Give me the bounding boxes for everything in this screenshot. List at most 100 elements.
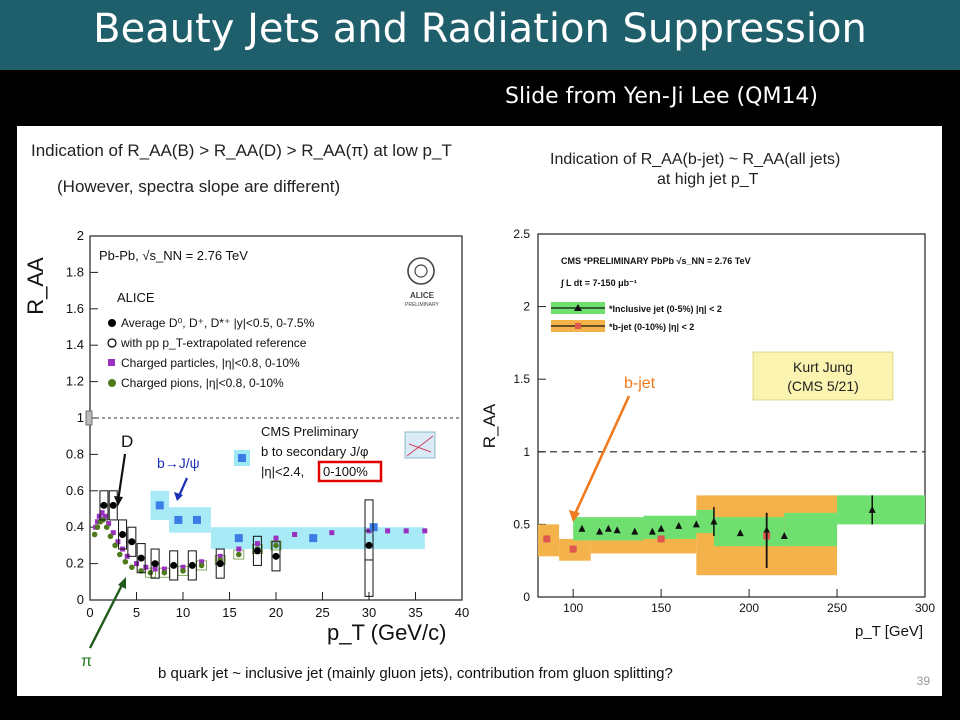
left-ytick-label: 0.2	[66, 556, 84, 571]
right-inclusive-band	[696, 509, 714, 534]
arrow-d-head	[114, 496, 123, 506]
right-inclusive-marker	[631, 527, 639, 535]
left-d-highpt-box	[364, 499, 374, 597]
left-legend-2: with pp p_T-extrapolated reference	[120, 336, 307, 350]
right-bjet-marker	[657, 535, 665, 543]
legend-marker-d-open	[107, 338, 117, 348]
left-bjpsi-marker	[192, 515, 201, 524]
left-pion-marker	[147, 569, 154, 576]
left-pion-marker	[180, 568, 186, 574]
arrow-pi	[88, 580, 126, 649]
left-heading-1: Indication of R_AA(B) > R_AA(D) > R_AA(π…	[31, 141, 452, 160]
left-system-label: Pb-Pb, √s_NN = 2.76 TeV	[99, 248, 248, 263]
figure-svg: Indication of R_AA(B) > R_AA(D) > R_AA(π…	[23, 141, 935, 682]
left-pion-marker	[107, 533, 114, 540]
left-ytick-label: 0.4	[66, 519, 84, 534]
note-line1: Kurt Jung	[793, 359, 853, 375]
left-d-marker	[216, 560, 224, 568]
left-d-syst-box	[169, 550, 179, 581]
left-pion-marker	[116, 551, 123, 558]
right-legend-1: *Inclusive jet (0-5%) |η| < 2	[609, 304, 722, 314]
left-d-syst-box	[136, 543, 146, 574]
right-legend-2: *b-jet (0-10%) |η| < 2	[609, 322, 694, 332]
left-d-marker	[365, 541, 373, 549]
left-bjpsi-marker	[234, 534, 243, 543]
left-charged-marker	[292, 531, 298, 537]
left-d-marker	[170, 561, 178, 569]
left-plot: 0 5 10 15 20 25 30 35 40 0 0.2 0.4 0.6 0.8 1 1.2 1.4 1.6 1…	[23, 228, 469, 670]
right-bands	[538, 495, 925, 576]
left-charged-marker	[99, 510, 105, 516]
left-xtick-label: 10	[176, 605, 190, 620]
left-pion-marker	[103, 524, 110, 530]
left-ytick-label: 1	[77, 410, 84, 425]
right-xtick-label: 200	[739, 601, 759, 615]
legend-marker-pion	[108, 379, 116, 387]
left-xtick-label: 30	[362, 605, 376, 620]
left-pion-marker	[236, 551, 242, 558]
left-d-syst-box	[127, 526, 137, 557]
left-ytick-label: 1.8	[66, 264, 84, 279]
right-heading-2: at high jet p_T	[657, 171, 759, 188]
right-ytick-label: 2.5	[513, 227, 530, 241]
left-d-syst-box	[252, 535, 262, 566]
right-inclusive-marker	[736, 529, 744, 537]
left-d-marker	[119, 530, 127, 538]
left-d-syst-box	[187, 550, 197, 581]
left-axes: 0 5 10 15 20 25 30 35 40 0 0.2 0.4 0.6 0.8 1 1.2 1.4 1.6 1…	[66, 228, 469, 620]
left-xtick-label: 0	[86, 605, 93, 620]
right-legend: *Inclusive jet (0-5%) |η| < 2 *b-jet (0-…	[551, 302, 722, 332]
left-d-marker	[253, 547, 261, 555]
right-heading-1: Indication of R_AA(b-jet) ~ R_AA(all jet…	[550, 151, 840, 168]
bjet-arrow	[573, 395, 631, 515]
left-bands	[145, 490, 425, 578]
left-charged-marker	[217, 553, 223, 559]
left-xtick-label: 5	[133, 605, 140, 620]
cms-box-line2: b to secondary J/φ	[261, 444, 368, 459]
arrow-b-jpsi	[177, 477, 189, 497]
right-inclusive-marker	[657, 524, 665, 532]
right-ytick-label: 0	[523, 590, 530, 604]
right-inclusive-marker	[613, 526, 621, 534]
right-xtick-label: 250	[827, 601, 847, 615]
note-box: Kurt Jung (CMS 5/21)	[752, 351, 894, 401]
left-marks	[91, 490, 428, 597]
left-pion-syst-box	[270, 540, 282, 551]
left-d-syst-box	[215, 548, 225, 579]
left-d-marker	[272, 552, 280, 560]
left-charged-marker	[161, 566, 167, 572]
left-d-syst-box	[108, 490, 118, 521]
left-d-marker	[137, 554, 145, 562]
right-inclusive-marker	[596, 527, 604, 535]
right-inclusive-marker	[675, 521, 683, 529]
left-xtick-label: 25	[315, 605, 329, 620]
left-charged-marker	[152, 566, 158, 572]
cms-box-line1: CMS Preliminary	[261, 424, 359, 439]
right-inclusive-band	[713, 517, 785, 547]
right-plot: 100 150 200 250 300 0 0.5 1 1.5 2 2.5 R_AA p_T [Ge…	[480, 227, 935, 640]
left-pion-marker	[161, 569, 168, 576]
right-ytick-label: 2	[523, 300, 530, 314]
left-ytick-label: 2	[77, 228, 84, 243]
left-ytick-label: 0	[77, 592, 84, 607]
right-xtick-label: 150	[651, 601, 671, 615]
left-bjpsi-marker	[369, 523, 378, 532]
left-legend-3: Charged particles, |η|<0.8, 0-10%	[121, 356, 300, 370]
left-charged-marker	[254, 541, 260, 547]
left-d-marker	[151, 560, 159, 568]
cms-box-highlight-frame	[317, 460, 383, 483]
left-charged-marker	[124, 553, 130, 559]
label-b-jpsi: b→J/ψ	[157, 455, 200, 471]
left-ylabel: R_AA	[23, 257, 48, 315]
left-pion-marker	[122, 558, 129, 565]
left-xtick-label: 40	[455, 605, 469, 620]
right-ytick-label: 1	[523, 445, 530, 459]
left-charged-marker	[180, 564, 186, 570]
figure-panel: Indication of R_AA(B) > R_AA(D) > R_AA(π…	[17, 126, 942, 696]
bjet-arrow-head	[569, 510, 580, 522]
left-bjpsi-marker	[174, 515, 183, 524]
left-ytick-label: 0.6	[66, 483, 84, 498]
cms-box-marker	[238, 454, 246, 462]
right-inclusive-marker	[780, 532, 788, 540]
cms-box: CMS Preliminary b to secondary J/φ |η|<2…	[234, 424, 436, 483]
